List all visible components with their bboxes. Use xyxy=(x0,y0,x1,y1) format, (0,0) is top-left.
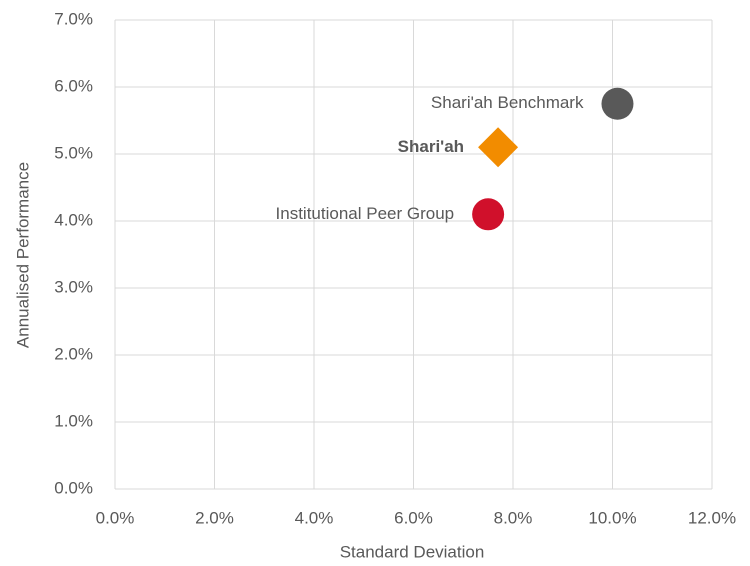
point-label: Shari'ah xyxy=(398,137,464,156)
point-label: Shari'ah Benchmark xyxy=(431,93,584,112)
y-tick-label: 3.0% xyxy=(54,277,93,296)
x-tick-label: 2.0% xyxy=(195,508,234,527)
y-tick-label: 1.0% xyxy=(54,411,93,430)
x-tick-label: 0.0% xyxy=(96,508,135,527)
x-tick-label: 10.0% xyxy=(588,508,636,527)
y-tick-label: 7.0% xyxy=(54,9,93,28)
y-axis-title: Annualised Performance xyxy=(13,162,32,348)
x-tick-label: 8.0% xyxy=(494,508,533,527)
point xyxy=(472,198,505,231)
y-tick-label: 4.0% xyxy=(54,210,93,229)
x-tick-label: 6.0% xyxy=(394,508,433,527)
y-tick-label: 5.0% xyxy=(54,143,93,162)
point-label: Institutional Peer Group xyxy=(276,204,455,223)
x-tick-label: 4.0% xyxy=(295,508,334,527)
point xyxy=(601,87,634,120)
x-tick-label: 12.0% xyxy=(688,508,736,527)
y-tick-label: 2.0% xyxy=(54,344,93,363)
y-tick-label: 6.0% xyxy=(54,76,93,95)
x-axis-title: Standard Deviation xyxy=(340,542,485,561)
y-tick-label: 0.0% xyxy=(54,478,93,497)
point xyxy=(478,127,519,168)
